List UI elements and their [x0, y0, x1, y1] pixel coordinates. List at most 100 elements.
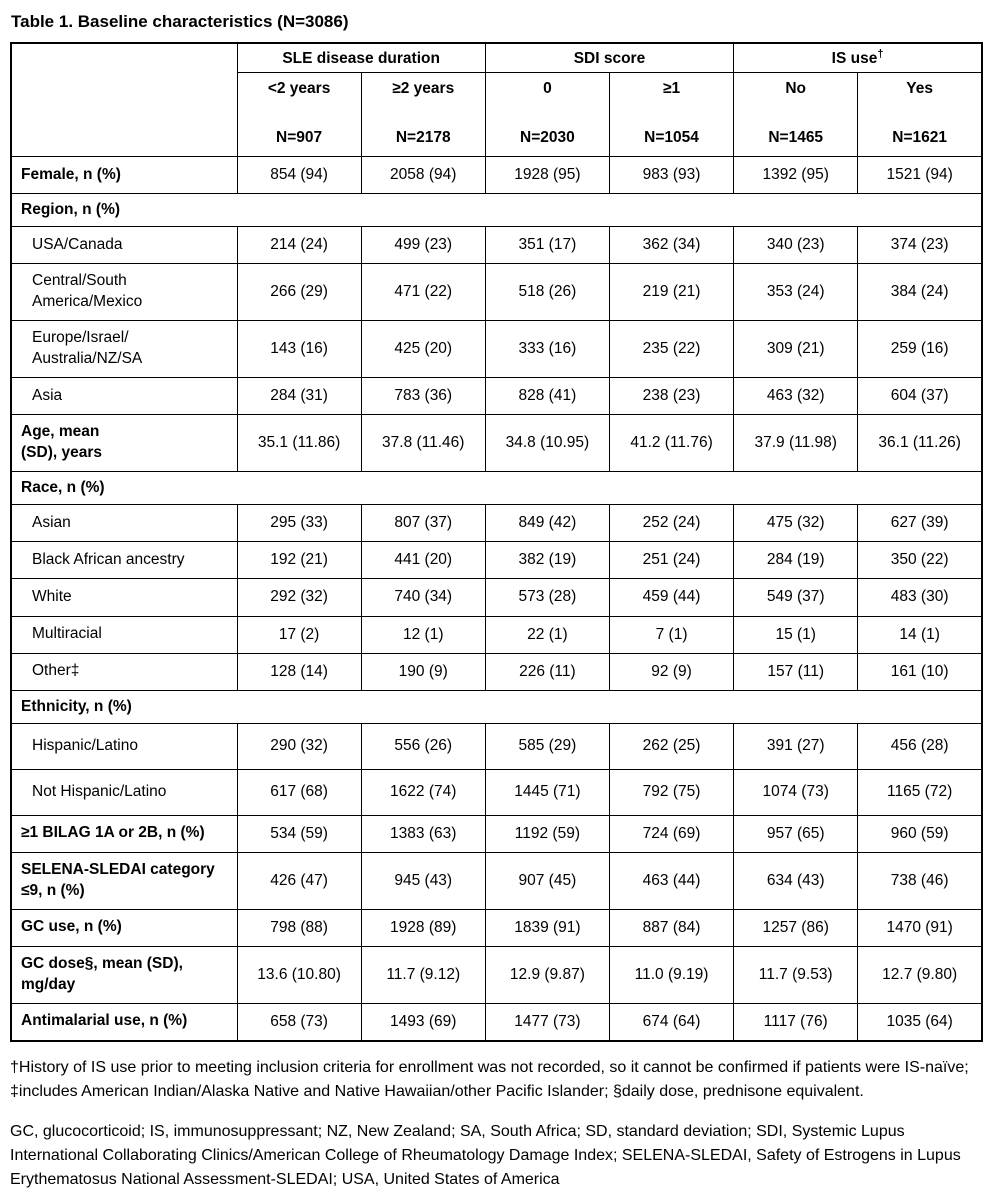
- table-row: Hispanic/Latino 290 (32) 556 (26) 585 (29) 2…: [10, 722, 983, 770]
- cell-value: 573 (28): [484, 578, 610, 617]
- cell-value: 740 (34): [360, 578, 486, 617]
- subheader-cell: 0 N=2030: [484, 72, 610, 158]
- col-group-label: IS use: [831, 50, 878, 68]
- col-group-is-use: IS use†: [733, 42, 983, 74]
- cell-value: 161 (10): [857, 652, 983, 691]
- cell-value: 960 (59): [857, 814, 983, 853]
- cell-value: 13.6 (10.80): [236, 945, 362, 1004]
- section-label: Region, n (%): [10, 193, 983, 228]
- table-row: GC use, n (%) 798 (88) 1928 (89) 1839 (91) 8…: [10, 908, 983, 947]
- cell-value: 290 (32): [236, 722, 362, 770]
- table-body: Female, n (%) 854 (94) 2058 (94) 1928 (95) 9…: [10, 156, 983, 1042]
- cell-value: 340 (23): [733, 226, 859, 265]
- row-label: Black African ancestry: [10, 541, 238, 580]
- table-row: Multiracial 17 (2) 12 (1) 22 (1) 7 (1) 15 (1)…: [10, 615, 983, 654]
- cell-value: 157 (11): [733, 652, 859, 691]
- col-group-label: SDI score: [573, 50, 646, 68]
- dagger-sup: †: [877, 48, 884, 60]
- row-label: Antimalarial use, n (%): [10, 1002, 238, 1042]
- table-row: USA/Canada 214 (24) 499 (23) 351 (17) 362 (3…: [10, 226, 983, 265]
- n-count-label: N=2178: [395, 129, 451, 147]
- table-row: ≥1 BILAG 1A or 2B, n (%) 534 (59) 1383 (63…: [10, 814, 983, 853]
- cell-value: 738 (46): [857, 851, 983, 910]
- table-row: Antimalarial use, n (%) 658 (73) 1493 (69)…: [10, 1002, 983, 1042]
- cell-value: 34.8 (10.95): [484, 414, 610, 473]
- table-row: White 292 (32) 740 (34) 573 (28) 459 (44) 549…: [10, 578, 983, 617]
- baseline-characteristics-table: SLE disease duration SDI score IS use† <…: [10, 42, 983, 1042]
- subgroup-label: No: [785, 80, 807, 98]
- cell-value: 1165 (72): [857, 768, 983, 816]
- section-label: Race, n (%): [10, 471, 983, 506]
- cell-value: 499 (23): [360, 226, 486, 265]
- cell-value: 658 (73): [236, 1002, 362, 1042]
- cell-value: 459 (44): [608, 578, 735, 617]
- cell-value: 92 (9): [608, 652, 735, 691]
- row-label: Central/South America/Mexico: [10, 263, 238, 322]
- cell-value: 634 (43): [733, 851, 859, 910]
- table-row: Age, mean (SD), years 35.1 (11.86) 37.8 (1…: [10, 414, 983, 473]
- n-count-label: N=1465: [768, 129, 824, 147]
- cell-value: 549 (37): [733, 578, 859, 617]
- subgroup-label: Yes: [906, 80, 933, 98]
- footnote-symbols: †History of IS use prior to meeting incl…: [10, 1058, 969, 1100]
- row-label: GC use, n (%): [10, 908, 238, 947]
- cell-value: 214 (24): [236, 226, 362, 265]
- cell-value: 37.8 (11.46): [360, 414, 486, 473]
- table-row: Central/South America/Mexico 266 (29) 471 …: [10, 263, 983, 322]
- cell-value: 2058 (94): [360, 156, 486, 195]
- cell-value: 350 (22): [857, 541, 983, 580]
- subheader-row: <2 years N=907 ≥2 years N=2178 0 N=2030 …: [11, 72, 983, 158]
- cell-value: 854 (94): [236, 156, 362, 195]
- cell-value: 7 (1): [608, 615, 735, 654]
- cell-value: 518 (26): [484, 263, 610, 322]
- page-title: Table 1. Baseline characteristics (N=308…: [11, 12, 349, 31]
- subgroup-label: 0: [543, 80, 552, 98]
- n-count-label: N=1621: [892, 129, 947, 147]
- cell-value: 143 (16): [236, 320, 362, 379]
- cell-value: 1928 (95): [484, 156, 610, 195]
- cell-value: 238 (23): [608, 377, 735, 416]
- cell-value: 849 (42): [484, 504, 610, 543]
- table-row: Not Hispanic/Latino 617 (68) 1622 (74) 1445…: [10, 768, 983, 816]
- cell-value: 262 (25): [608, 722, 735, 770]
- subheader-cell: No N=1465: [733, 72, 859, 158]
- cell-value: 456 (28): [857, 722, 983, 770]
- cell-value: 284 (31): [236, 377, 362, 416]
- cell-value: 792 (75): [608, 768, 735, 816]
- cell-value: 190 (9): [360, 652, 486, 691]
- cell-value: 807 (37): [360, 504, 486, 543]
- cell-value: 1257 (86): [733, 908, 859, 947]
- row-label: White: [10, 578, 238, 617]
- cell-value: 627 (39): [857, 504, 983, 543]
- cell-value: 11.7 (9.53): [733, 945, 859, 1004]
- cell-value: 475 (32): [733, 504, 859, 543]
- cell-value: 11.0 (9.19): [608, 945, 735, 1004]
- cell-value: 351 (17): [484, 226, 610, 265]
- cell-value: 463 (32): [733, 377, 859, 416]
- cell-value: 585 (29): [484, 722, 610, 770]
- cell-value: 463 (44): [608, 851, 735, 910]
- row-label: Age, mean (SD), years: [10, 414, 238, 473]
- row-label: Hispanic/Latino: [10, 722, 238, 770]
- cell-value: 295 (33): [236, 504, 362, 543]
- cell-value: 128 (14): [236, 652, 362, 691]
- cell-value: 724 (69): [608, 814, 735, 853]
- cell-value: 1117 (76): [733, 1002, 859, 1042]
- cell-value: 907 (45): [484, 851, 610, 910]
- cell-value: 604 (37): [857, 377, 983, 416]
- cell-value: 483 (30): [857, 578, 983, 617]
- cell-value: 471 (22): [360, 263, 486, 322]
- cell-value: 35.1 (11.86): [236, 414, 362, 473]
- section-row: Race, n (%): [10, 471, 983, 506]
- row-label: Asia: [10, 377, 238, 416]
- n-count-label: N=1054: [644, 129, 699, 147]
- cell-value: 617 (68): [236, 768, 362, 816]
- cell-value: 266 (29): [236, 263, 362, 322]
- cell-value: 382 (19): [484, 541, 610, 580]
- cell-value: 1622 (74): [360, 768, 486, 816]
- cell-value: 425 (20): [360, 320, 486, 379]
- cell-value: 252 (24): [608, 504, 735, 543]
- row-label: Europe/Israel/ Australia/NZ/SA: [10, 320, 238, 379]
- n-count-label: N=2030: [520, 129, 575, 147]
- cell-value: 17 (2): [236, 615, 362, 654]
